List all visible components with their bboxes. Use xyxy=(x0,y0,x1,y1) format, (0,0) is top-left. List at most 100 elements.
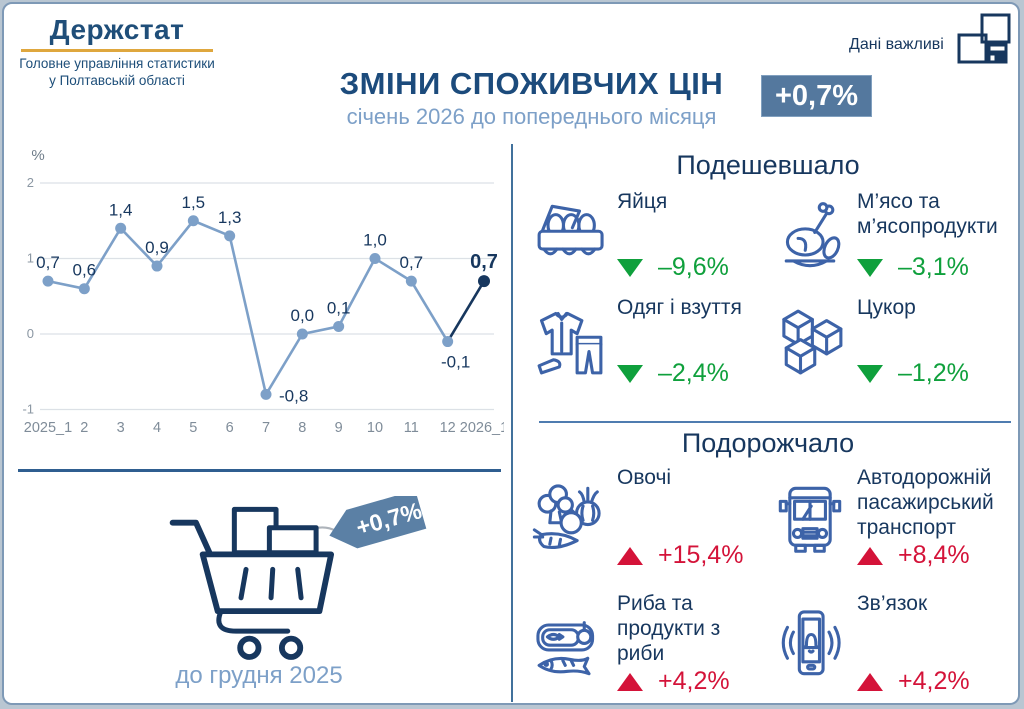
svg-text:0: 0 xyxy=(27,326,34,341)
item-value: +15,4% xyxy=(617,541,744,570)
derzhstat-logo: Держстат Головне управління статистики у… xyxy=(12,14,222,90)
section-title-expensive: Подорожчало xyxy=(681,428,855,458)
svg-text:1,3: 1,3 xyxy=(218,208,242,227)
price-item: Яйця –9,6% xyxy=(528,190,768,282)
item-percent: +4,2% xyxy=(658,667,730,695)
item-name: М’ясо та м’ясопродукти xyxy=(857,190,998,238)
item-percent: –1,2% xyxy=(898,359,969,387)
svg-text:8: 8 xyxy=(298,420,306,436)
shopping-cart-illustration: +0,7% xyxy=(164,490,444,672)
svg-text:0,0: 0,0 xyxy=(291,306,315,325)
item-text: Риба та продукти з риби +4,2% xyxy=(612,592,768,696)
svg-text:0,7: 0,7 xyxy=(400,253,424,272)
item-text: М’ясо та м’ясопродукти –3,1% xyxy=(852,190,1018,282)
item-name: Зв’язок xyxy=(857,592,928,615)
svg-text:11: 11 xyxy=(404,420,419,436)
left-horizontal-divider xyxy=(18,469,501,472)
svg-text:0,7: 0,7 xyxy=(36,253,60,272)
item-value: –2,4% xyxy=(617,359,742,388)
svg-text:-0,1: -0,1 xyxy=(441,353,470,372)
price-item: Зв’язок +4,2% xyxy=(768,592,1018,696)
phone-icon xyxy=(768,592,852,696)
eggs-icon xyxy=(528,190,612,282)
item-value: +8,4% xyxy=(857,541,1018,570)
price-tag: +0,7% xyxy=(329,490,427,549)
price-item: М’ясо та м’ясопродукти –3,1% xyxy=(768,190,1018,282)
item-percent: –3,1% xyxy=(898,253,969,281)
item-value: –1,2% xyxy=(857,359,969,388)
item-percent: +15,4% xyxy=(658,541,744,569)
price-item: Одяг і взуття –2,4% xyxy=(528,296,768,388)
item-text: Автодорожній пасажирський транспорт +8,4% xyxy=(852,466,1018,570)
item-value: +4,2% xyxy=(857,667,970,696)
triangle-down-icon xyxy=(857,364,883,383)
item-value: –9,6% xyxy=(617,253,729,282)
svg-text:3: 3 xyxy=(117,420,125,436)
triangle-down-icon xyxy=(617,364,643,383)
svg-text:1,4: 1,4 xyxy=(109,200,133,219)
triangle-down-icon xyxy=(617,258,643,277)
item-text: Цукор –1,2% xyxy=(852,296,969,388)
meat-icon xyxy=(768,190,852,282)
vegetables-icon xyxy=(528,466,612,570)
svg-text:%: % xyxy=(31,147,44,164)
sugar-icon xyxy=(768,296,852,388)
item-value: –3,1% xyxy=(857,253,1018,282)
item-name: Цукор xyxy=(857,296,916,319)
item-name: Риба та продукти з риби xyxy=(617,592,721,665)
svg-text:2: 2 xyxy=(80,420,88,436)
right-section-divider xyxy=(539,421,1011,423)
svg-text:1,0: 1,0 xyxy=(363,231,387,250)
logo-title: Держстат xyxy=(49,14,185,45)
logo-underline xyxy=(21,49,213,52)
item-percent: +4,2% xyxy=(898,667,970,695)
price-item: Автодорожній пасажирський транспорт +8,4% xyxy=(768,466,1018,570)
brand-slogan: Дані важливі xyxy=(849,36,944,53)
item-text: Яйця –9,6% xyxy=(612,190,729,282)
svg-text:0,6: 0,6 xyxy=(73,261,97,280)
svg-text:0,1: 0,1 xyxy=(327,298,351,317)
logo-subtitle-line2: у Полтавській області xyxy=(49,72,185,88)
item-percent: +8,4% xyxy=(898,541,970,569)
triangle-down-icon xyxy=(857,258,883,277)
item-text: Зв’язок +4,2% xyxy=(852,592,970,696)
item-name: Автодорожній пасажирський транспорт xyxy=(857,466,994,539)
cart-caption: до грудня 2025 xyxy=(175,662,343,689)
item-percent: –9,6% xyxy=(658,253,729,281)
svg-text:7: 7 xyxy=(262,420,270,436)
svg-text:2: 2 xyxy=(27,175,34,190)
page-title: ЗМІНИ СПОЖИВЧИХ ЦІН xyxy=(339,66,724,101)
svg-text:-1: -1 xyxy=(22,402,34,417)
svg-text:0,9: 0,9 xyxy=(145,238,169,257)
fish-icon xyxy=(528,592,612,696)
price-item: Цукор –1,2% xyxy=(768,296,1018,388)
svg-text:1,5: 1,5 xyxy=(182,193,206,212)
triangle-up-icon xyxy=(857,672,883,691)
svg-text:12: 12 xyxy=(440,420,456,436)
bus-icon xyxy=(768,466,852,570)
item-text: Овочі +15,4% xyxy=(612,466,744,570)
svg-text:5: 5 xyxy=(189,420,197,436)
svg-text:6: 6 xyxy=(226,420,234,436)
svg-text:9: 9 xyxy=(335,420,343,436)
clothing-icon xyxy=(528,296,612,388)
svg-text:2025_1: 2025_1 xyxy=(24,420,72,436)
price-item: Риба та продукти з риби +4,2% xyxy=(528,592,768,696)
vertical-divider xyxy=(511,144,513,702)
cheaper-items-grid: Яйця –9,6% М’ясо та м’ясопродукти –3,1% Одяг… xyxy=(528,190,1018,388)
triangle-up-icon xyxy=(617,672,643,691)
total-change-badge: +0,7% xyxy=(761,75,872,117)
triangle-up-icon xyxy=(857,546,883,565)
item-name: Одяг і взуття xyxy=(617,296,742,319)
item-name: Овочі xyxy=(617,466,672,489)
svg-text:10: 10 xyxy=(367,420,383,436)
svg-text:-0,8: -0,8 xyxy=(279,386,308,405)
svg-text:1: 1 xyxy=(27,251,34,266)
logo-subtitle-line1: Головне управління статистики xyxy=(19,56,215,71)
section-title-cheaper: Подешевшало xyxy=(676,150,860,180)
item-value: +4,2% xyxy=(617,667,768,696)
item-percent: –2,4% xyxy=(658,359,729,387)
data-important-logo-icon xyxy=(956,12,1014,75)
item-name: Яйця xyxy=(617,190,668,213)
